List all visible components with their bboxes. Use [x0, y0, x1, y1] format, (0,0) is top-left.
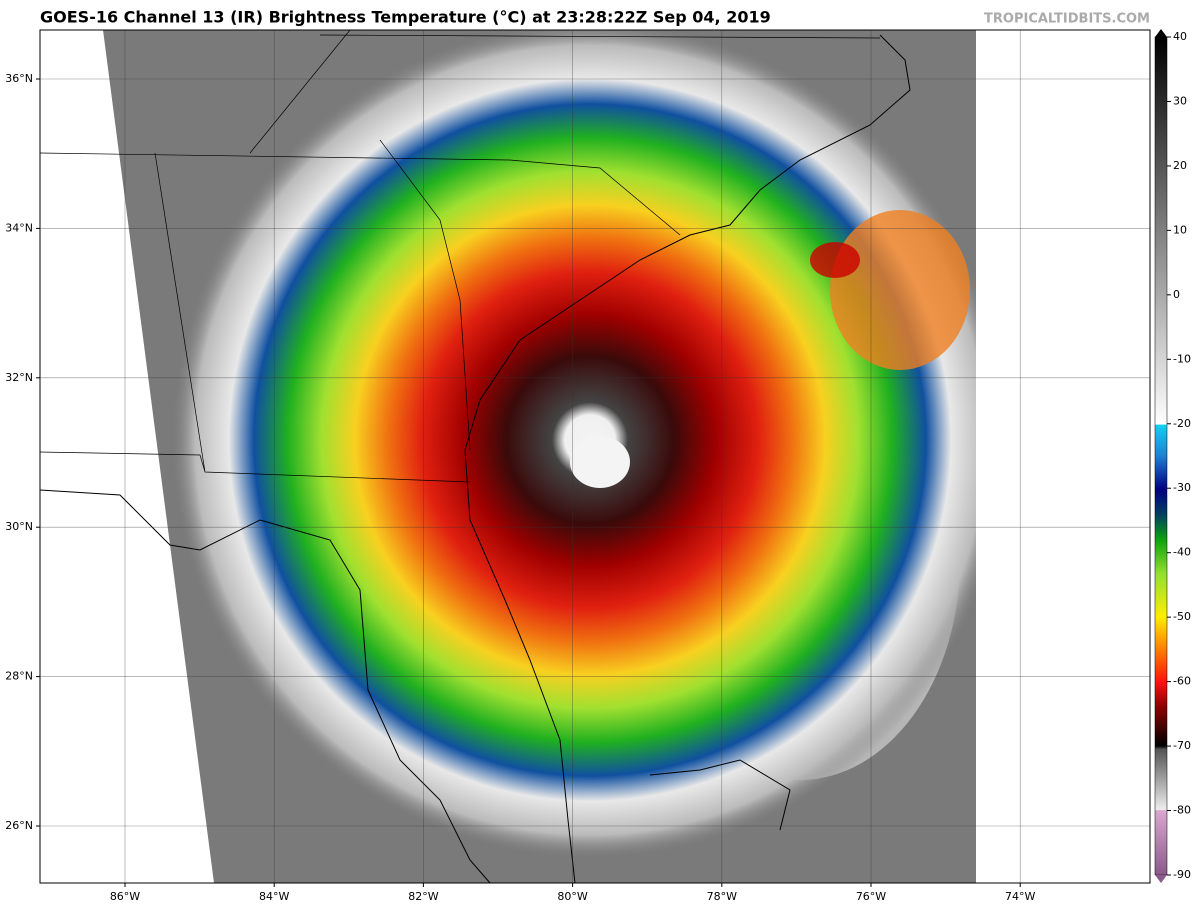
lat-label: 34°N — [5, 221, 33, 234]
colorbar-label: -90 — [1173, 868, 1191, 881]
state-border — [40, 30, 881, 483]
colorbar-label: -80 — [1173, 804, 1191, 817]
colorbar-label: -20 — [1173, 417, 1191, 430]
imagery — [40, 30, 1150, 883]
lon-label: 76°W — [856, 890, 886, 903]
colorbar-label: 30 — [1173, 94, 1187, 107]
lon-label: 78°W — [707, 890, 737, 903]
colorbar-label: -70 — [1173, 739, 1191, 752]
colorbar-label: -30 — [1173, 481, 1191, 494]
lat-label: 30°N — [5, 520, 33, 533]
lon-label: 84°W — [259, 890, 289, 903]
colorbar-extend — [1155, 29, 1167, 37]
map-frame — [39, 29, 1151, 884]
lat-label: 32°N — [5, 371, 33, 384]
lon-label: 82°W — [408, 890, 438, 903]
colorbar — [1154, 36, 1168, 876]
lon-label: 80°W — [557, 890, 587, 903]
lon-label: 74°W — [1005, 890, 1035, 903]
colorbar-label: 40 — [1173, 30, 1187, 43]
lat-label: 26°N — [5, 819, 33, 832]
colorbar-label: -60 — [1173, 675, 1191, 688]
colorbar-label: 0 — [1173, 288, 1180, 301]
cloud — [830, 210, 970, 370]
colorbar-extend — [1155, 875, 1167, 883]
colorbar-label: -50 — [1173, 610, 1191, 623]
colorbar-label: 10 — [1173, 223, 1187, 236]
coastline — [464, 34, 911, 883]
source: TROPICALTIDBITS.COM — [984, 12, 1150, 27]
lat-label: 36°N — [5, 72, 33, 85]
colorbar-label: 20 — [1173, 159, 1187, 172]
title: GOES-16 Channel 13 (IR) Brightness Tempe… — [40, 8, 771, 27]
coastline — [649, 759, 791, 831]
colorbar-label: -40 — [1173, 546, 1191, 559]
coastline — [40, 489, 491, 883]
lon-label: 86°W — [110, 890, 140, 903]
no-data — [976, 30, 1150, 883]
cloud — [810, 242, 860, 278]
lat-label: 28°N — [5, 670, 33, 683]
colorbar-label: -10 — [1173, 352, 1191, 365]
eye — [570, 436, 630, 488]
